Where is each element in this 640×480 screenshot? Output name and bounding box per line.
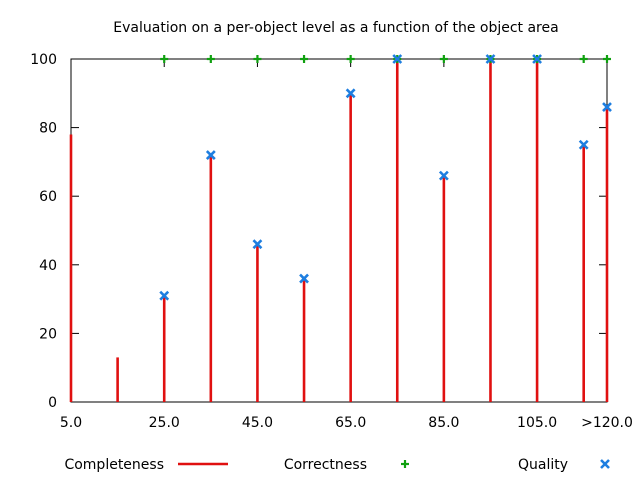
axes: 0 20 40 60 80 100 5.0 25.0 45.0 65.0 85.0 105.0 >120…	[30, 52, 633, 431]
series-quality	[159, 54, 612, 301]
y-tick-label: 60	[39, 189, 57, 205]
x-tick-label: 65.0	[335, 415, 366, 431]
legend-item-correctness: Correctness	[284, 457, 409, 473]
quality-point	[485, 54, 496, 64]
quality-point	[578, 139, 589, 150]
y-tick-label: 100	[30, 52, 57, 68]
legend-plus-swatch	[401, 460, 409, 468]
series-completeness	[69, 59, 609, 402]
cross-mark-b	[578, 139, 589, 150]
correctness-point	[579, 55, 588, 63]
quality-point	[159, 290, 170, 301]
correctness-point	[603, 55, 611, 63]
cross-mark-b	[602, 102, 612, 112]
x-tick-label: 85.0	[428, 415, 459, 431]
cross-mark-b	[299, 273, 309, 284]
cross-mark-b	[600, 459, 610, 469]
quality-point	[345, 88, 356, 99]
quality-point	[252, 239, 263, 250]
correctness-point	[300, 55, 309, 63]
x-tick-label: 105.0	[517, 415, 557, 431]
quality-point	[602, 102, 612, 112]
correctness-point	[439, 55, 448, 63]
y-tick-label: 20	[39, 326, 57, 342]
cross-mark-b	[159, 290, 170, 301]
legend-label: Quality	[518, 457, 568, 473]
x-tick-label: 45.0	[242, 415, 273, 431]
correctness-point	[253, 55, 262, 63]
series-layer	[69, 54, 612, 402]
cross-mark-b	[205, 150, 216, 160]
cross-mark-b	[438, 170, 449, 181]
quality-point	[205, 150, 216, 160]
x-tick-label: 5.0	[60, 415, 82, 431]
cross-mark-b	[392, 54, 403, 64]
cross-mark-b	[345, 88, 356, 99]
legend-cross-swatch	[600, 459, 610, 469]
legend-item-completeness: Completeness	[64, 457, 228, 473]
legend-label: Completeness	[64, 457, 164, 473]
cross-mark-b	[485, 54, 496, 64]
x-tick-label: 25.0	[149, 415, 180, 431]
quality-point	[438, 170, 449, 181]
legend-label: Correctness	[284, 457, 367, 473]
correctness-point	[346, 55, 355, 63]
quality-point	[299, 273, 309, 284]
quality-point	[392, 54, 403, 64]
legend: Completeness Correctness Quality	[64, 457, 610, 473]
chart-title: Evaluation on a per-object level as a fu…	[113, 20, 558, 36]
x-tick-label: >120.0	[581, 415, 633, 431]
cross-mark-b	[532, 54, 543, 64]
quality-point	[532, 54, 543, 64]
y-tick-label: 0	[48, 395, 57, 411]
y-tick-label: 40	[39, 258, 57, 274]
plot-frame	[70, 58, 608, 403]
correctness-point	[160, 55, 169, 63]
correctness-point	[206, 55, 215, 63]
cross-mark-b	[252, 239, 263, 250]
y-tick-label: 80	[39, 121, 57, 137]
legend-item-quality: Quality	[518, 457, 610, 473]
